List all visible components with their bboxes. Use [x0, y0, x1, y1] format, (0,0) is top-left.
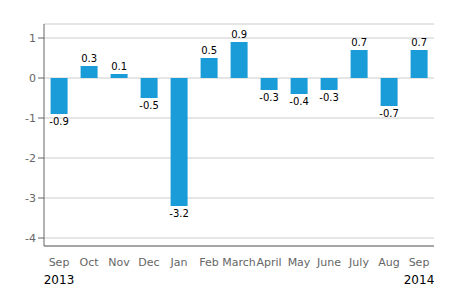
svg-text:0.9: 0.9: [231, 29, 247, 40]
svg-text:0.7: 0.7: [411, 37, 427, 48]
svg-text:0.3: 0.3: [81, 53, 97, 64]
svg-text:March: March: [222, 256, 256, 269]
svg-text:-0.5: -0.5: [139, 100, 159, 111]
svg-text:Sep: Sep: [409, 256, 430, 269]
svg-text:-0.9: -0.9: [49, 116, 69, 127]
svg-text:2014: 2014: [404, 273, 435, 287]
svg-text:0.1: 0.1: [111, 61, 127, 72]
svg-text:June: June: [316, 256, 341, 269]
svg-text:2013: 2013: [44, 273, 75, 287]
svg-text:July: July: [348, 256, 369, 269]
svg-text:-0.3: -0.3: [259, 92, 279, 103]
svg-text:Dec: Dec: [138, 256, 159, 269]
svg-text:Sep: Sep: [49, 256, 70, 269]
svg-text:0: 0: [29, 72, 36, 85]
svg-text:0.5: 0.5: [201, 45, 217, 56]
svg-text:Nov: Nov: [108, 256, 130, 269]
svg-text:-0.7: -0.7: [379, 108, 399, 119]
svg-text:-2: -2: [25, 152, 36, 165]
svg-text:1: 1: [29, 32, 36, 45]
svg-text:-3: -3: [25, 192, 36, 205]
svg-text:-4: -4: [25, 232, 36, 245]
svg-text:Jan: Jan: [170, 256, 188, 269]
svg-text:May: May: [288, 256, 311, 269]
svg-text:-3.2: -3.2: [169, 208, 189, 219]
svg-text:0.7: 0.7: [351, 37, 367, 48]
svg-text:April: April: [256, 256, 281, 269]
svg-text:-0.4: -0.4: [289, 96, 309, 107]
svg-text:Aug: Aug: [378, 256, 399, 269]
svg-text:-0.3: -0.3: [319, 92, 339, 103]
svg-text:Oct: Oct: [79, 256, 99, 269]
svg-text:Feb: Feb: [199, 256, 218, 269]
svg-text:-1: -1: [25, 112, 36, 125]
